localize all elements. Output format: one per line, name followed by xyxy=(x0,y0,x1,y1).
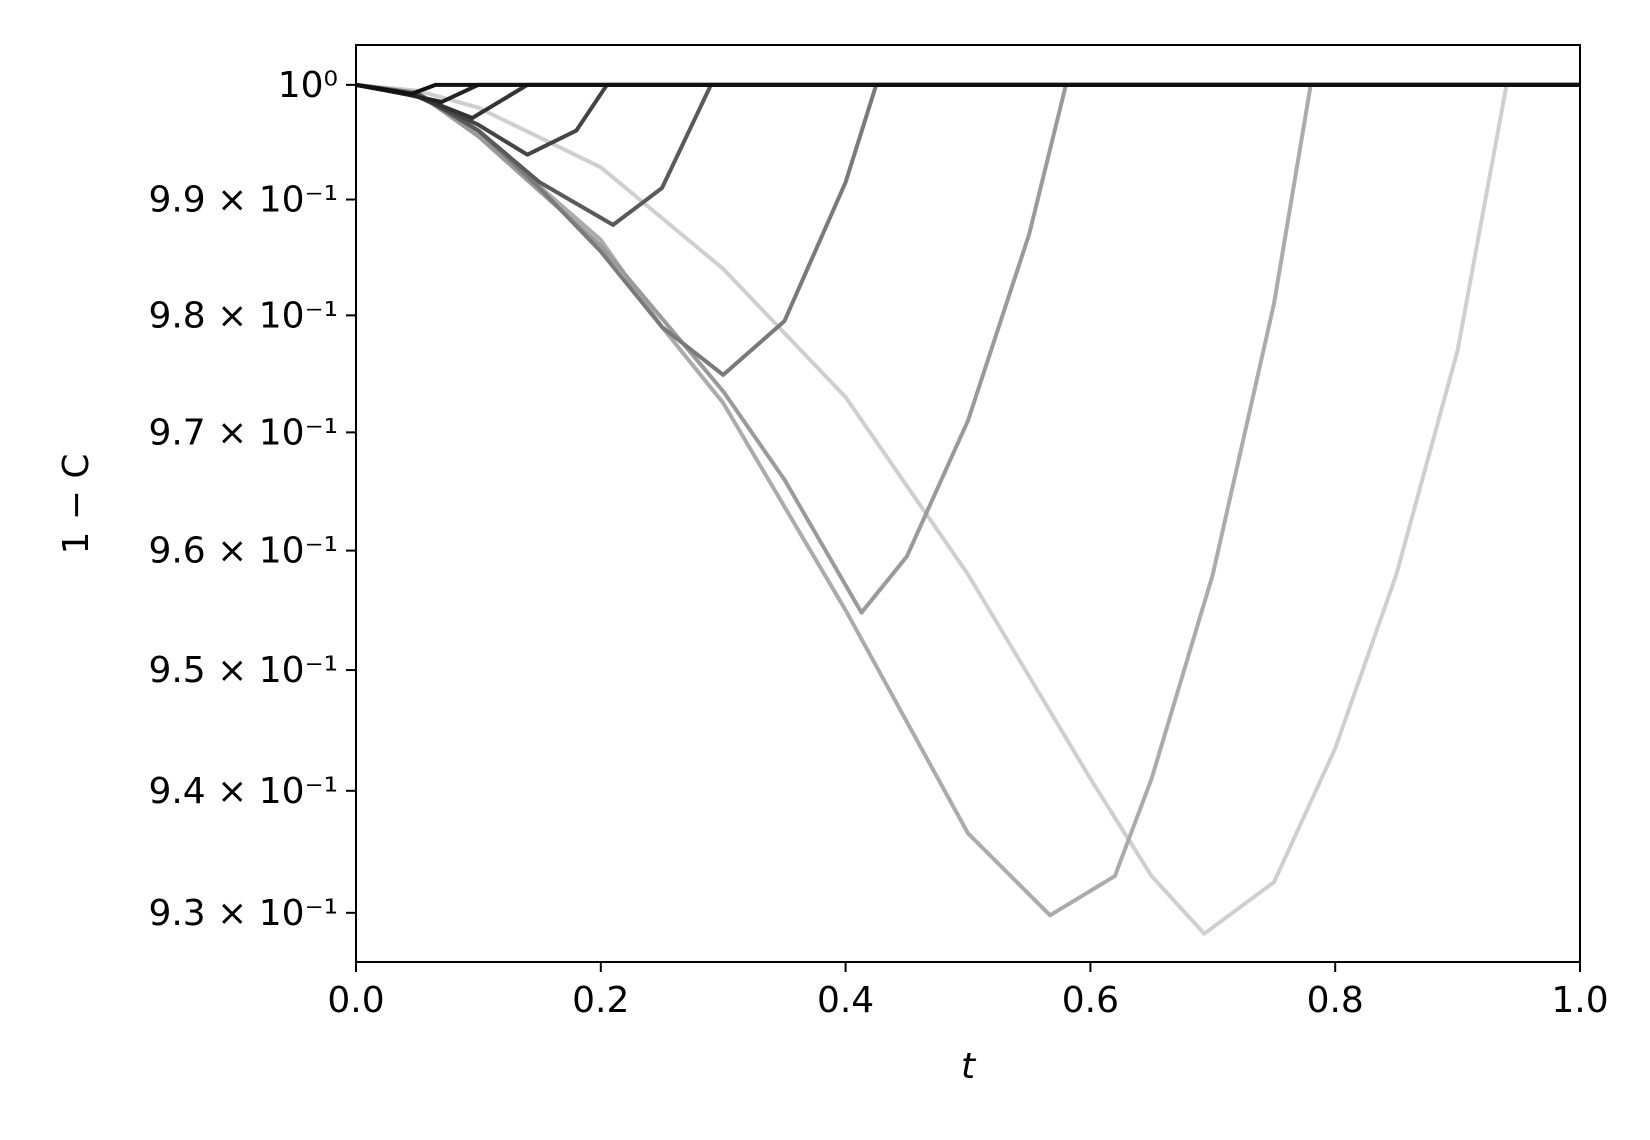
series-line xyxy=(355,82,1580,104)
series-line xyxy=(355,82,1580,227)
y-tick-label: 9.7 × 10⁻¹ xyxy=(148,412,338,453)
y-tick-label: 9.4 × 10⁻¹ xyxy=(148,771,338,812)
y-axis-label: 1 − C xyxy=(56,453,97,554)
y-tick-label: 9.6 × 10⁻¹ xyxy=(148,531,338,572)
series-line xyxy=(355,82,1580,120)
series-line xyxy=(355,82,1580,96)
y-tick-label: 10⁰ xyxy=(278,65,338,106)
x-tick-label: 1.0 xyxy=(1551,980,1608,1021)
x-axis-label: t xyxy=(961,1046,977,1087)
series-line xyxy=(355,82,1580,157)
x-tick-label: 0.6 xyxy=(1062,980,1119,1021)
series-line xyxy=(355,82,1580,936)
x-tick-label: 0.8 xyxy=(1307,980,1364,1021)
y-tick-label: 9.8 × 10⁻¹ xyxy=(148,295,338,336)
series-line xyxy=(355,82,1580,615)
x-tick-label: 0.4 xyxy=(817,980,874,1021)
y-tick-label: 9.9 × 10⁻¹ xyxy=(148,180,338,221)
y-tick-label: 9.3 × 10⁻¹ xyxy=(148,893,338,934)
series-line xyxy=(355,82,1580,377)
x-tick-label: 0.0 xyxy=(327,980,384,1021)
plot-frame xyxy=(355,44,1581,963)
x-tick-label: 0.2 xyxy=(572,980,629,1021)
y-tick-label: 9.5 × 10⁻¹ xyxy=(148,650,338,691)
series-line xyxy=(355,82,1580,918)
